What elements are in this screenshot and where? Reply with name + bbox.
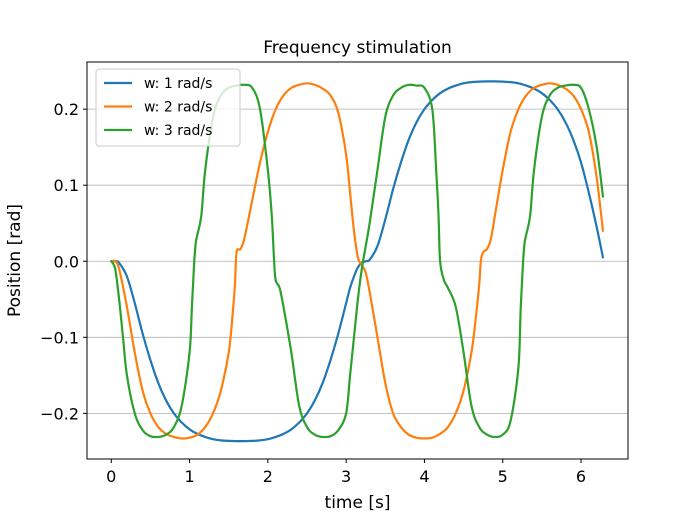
- y-tick-label: −0.2: [40, 404, 79, 423]
- series-line-2: [110, 82, 605, 440]
- x-axis-label: time [s]: [325, 493, 391, 513]
- legend-label: w: 3 rad/s: [144, 123, 212, 139]
- legend: w: 1 rad/s w: 2 rad/s w: 3 rad/s: [95, 68, 241, 147]
- x-tick-label: 6: [576, 467, 586, 486]
- x-tick-label: 3: [341, 467, 351, 486]
- plot-frame: [86, 61, 629, 460]
- x-tick-label: 5: [498, 467, 508, 486]
- chart-title: Frequency stimulation: [263, 38, 452, 58]
- series-line-1: [110, 80, 605, 443]
- x-tick-label: 0: [106, 467, 116, 486]
- legend-box: [95, 68, 241, 147]
- y-tick-label: 0.2: [54, 100, 79, 119]
- y-tick-label: 0.0: [54, 252, 79, 271]
- x-tick-label: 4: [419, 467, 429, 486]
- y-tick-label: −0.1: [40, 328, 79, 347]
- x-tick-label: 2: [263, 467, 273, 486]
- legend-label: w: 2 rad/s: [144, 100, 212, 116]
- series-line-3: [110, 83, 605, 439]
- x-tick-label: 1: [184, 467, 194, 486]
- legend-label: w: 1 rad/s: [144, 76, 212, 92]
- ticks: −0.2 −0.1 0.0 0.1 0.2 0 1 2 3 4 5 6: [40, 100, 586, 486]
- grid: [87, 108, 628, 414]
- plot-lines: [110, 80, 605, 443]
- y-axis-label: Position [rad]: [5, 204, 25, 317]
- y-tick-label: 0.1: [54, 176, 79, 195]
